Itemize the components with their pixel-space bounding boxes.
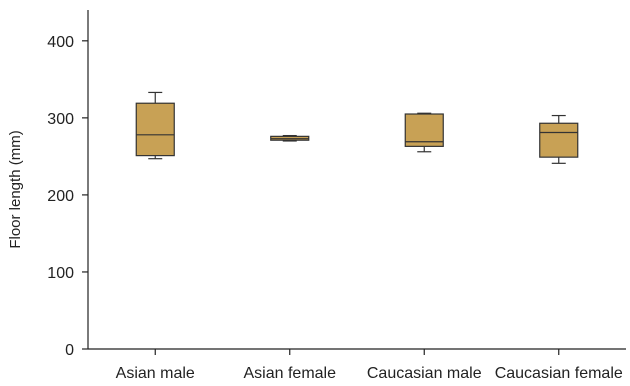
- box-caucasian-male: [404, 112, 444, 153]
- x-ticks: Asian male Asian female Caucasian male Cauc…: [116, 349, 623, 382]
- y-tick-label: 400: [47, 34, 74, 51]
- boxes: [135, 91, 579, 164]
- y-ticks: 0 100 200 300 400: [47, 34, 88, 359]
- iqr-box: [135, 102, 175, 157]
- box-asian-female: [270, 134, 310, 142]
- y-tick-label: 0: [65, 342, 74, 359]
- y-tick-label: 100: [47, 265, 74, 282]
- y-axis-title: Floor length (mm): [7, 130, 24, 248]
- axes: [87, 10, 626, 350]
- iqr-box: [539, 122, 579, 158]
- x-tick-label: Caucasian male: [367, 365, 482, 382]
- x-tick-label: Asian female: [244, 365, 337, 382]
- x-tick-label: Caucasian female: [495, 365, 623, 382]
- y-tick-label: 200: [47, 188, 74, 205]
- box-asian-male: [135, 91, 175, 160]
- x-tick-label: Asian male: [116, 365, 195, 382]
- y-tick-label: 300: [47, 111, 74, 128]
- box-caucasian-female: [539, 114, 579, 164]
- iqr-box: [404, 113, 444, 147]
